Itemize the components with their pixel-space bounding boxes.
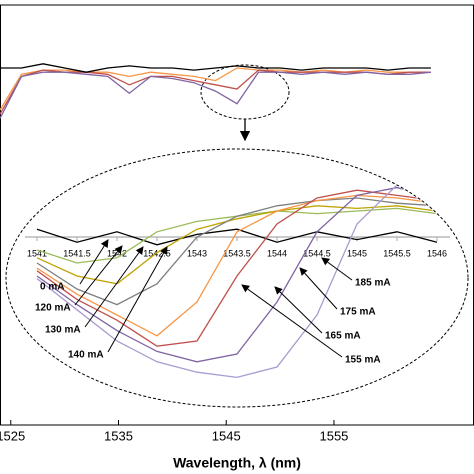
data-line	[0, 69, 431, 115]
data-line	[0, 63, 431, 73]
data-line	[36, 197, 438, 306]
label-arrow	[274, 286, 323, 334]
series-label: 185 mA	[355, 278, 391, 289]
inset-frame	[5, 148, 469, 408]
label-arrow	[299, 267, 338, 310]
label-arrow	[79, 239, 109, 285]
data-line	[36, 194, 438, 337]
data-line	[36, 186, 438, 363]
data-line	[0, 71, 431, 119]
inset-x-tick-label: 1544.5	[303, 248, 331, 258]
series-label: 155 mA	[345, 355, 381, 366]
label-arrow	[74, 245, 123, 306]
data-line	[0, 67, 431, 111]
label-arrow	[321, 257, 353, 281]
x-tick-label: 1525	[0, 428, 25, 443]
x-tick-label: 1535	[104, 428, 133, 443]
series-label: 0 mA	[40, 282, 64, 293]
inset: 1541 1541.5 1542 1542.5 1543 1543.5 1544 1544.5…	[25, 184, 450, 379]
inset-x-tick-label: 1541.5	[63, 248, 91, 258]
x-tick-label: 1545	[212, 428, 241, 443]
series-label: 165 mA	[325, 331, 361, 342]
data-line	[36, 205, 438, 285]
inset-x-tick-label: 1543	[187, 248, 207, 258]
data-line	[36, 189, 438, 347]
x-tick-label: 1555	[319, 428, 348, 443]
inset-x-tick-label: 1544	[267, 248, 287, 258]
label-arrow	[84, 246, 144, 328]
label-arrow	[241, 284, 343, 358]
data-line	[36, 184, 438, 379]
series-label: 175 mA	[340, 307, 376, 318]
data-line	[36, 228, 438, 246]
inset-x-tick-label: 1545.5	[383, 248, 411, 258]
inset-x-tick-label: 1545	[347, 248, 367, 258]
inset-x-tick-label: 1546	[427, 248, 447, 258]
inset-x-tick-label: 1543.5	[223, 248, 251, 258]
series-label: 120 mA	[35, 303, 71, 314]
label-arrow	[107, 246, 168, 353]
x-axis-label: Wavelength, λ (nm)	[173, 455, 301, 471]
series-label: 140 mA	[68, 350, 104, 361]
inset-x-tick-label: 1541	[27, 248, 47, 258]
series-label: 130 mA	[45, 325, 81, 336]
